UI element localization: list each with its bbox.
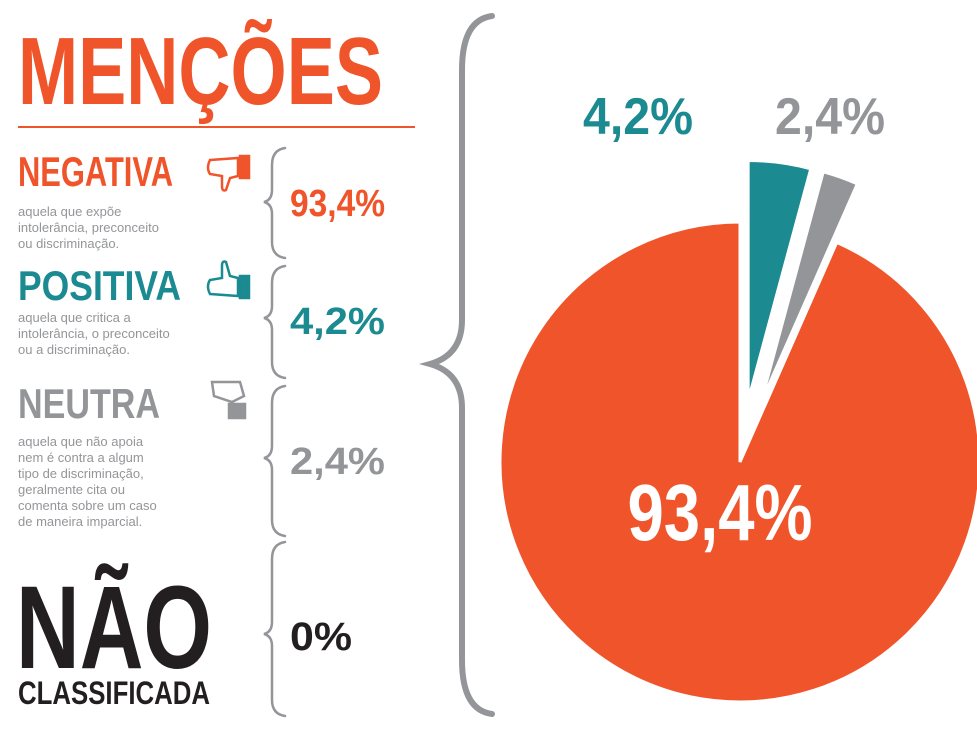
category-label: NEGATIVA	[18, 148, 173, 195]
category-description: ou discriminação.	[18, 236, 119, 251]
pie-slice	[746, 159, 813, 401]
category-description: tipo de discriminação,	[18, 466, 144, 481]
chart-title: MENÇÕES	[18, 18, 383, 125]
value-label: 4,2%	[290, 301, 385, 343]
brace	[263, 540, 287, 718]
category-description: aquela que não apoia	[18, 434, 144, 449]
slice-label: 4,2%	[583, 88, 693, 146]
category-label: NEUTRA	[18, 380, 160, 427]
thumbs-up-icon	[206, 260, 251, 300]
category-description: ou a discriminação.	[18, 342, 130, 357]
pie-slice	[498, 220, 977, 704]
category-description: aquela que critica a	[18, 310, 132, 325]
category-description: intolerância, preconceito	[18, 220, 159, 235]
category-label: POSITIVA	[18, 262, 181, 309]
category-description: aquela que expõe	[18, 204, 121, 219]
brace	[263, 384, 287, 538]
category-description: comenta sobre um caso	[18, 498, 157, 513]
category-description: intolerância, o preconceito	[18, 326, 170, 341]
pie-slice	[759, 170, 860, 405]
category-description: nem é contra a algum	[18, 450, 144, 465]
big-brace	[418, 13, 495, 717]
category-description: de maneira imparcial.	[18, 514, 142, 529]
value-label: 93,4%	[290, 183, 385, 225]
neutral-hand-icon	[210, 380, 247, 420]
unclassified-subtitle: CLASSIFICADA	[18, 675, 210, 711]
value-label: 0%	[290, 615, 352, 659]
thumbs-down-icon	[206, 154, 251, 192]
brace	[263, 146, 287, 260]
brace	[263, 264, 287, 380]
slice-label: 93,4%	[628, 468, 813, 557]
unclassified-title: NÃO	[16, 562, 212, 694]
value-label: 2,4%	[290, 441, 385, 483]
category-description: geralmente cita ou	[18, 482, 125, 497]
slice-label: 2,4%	[775, 88, 885, 146]
